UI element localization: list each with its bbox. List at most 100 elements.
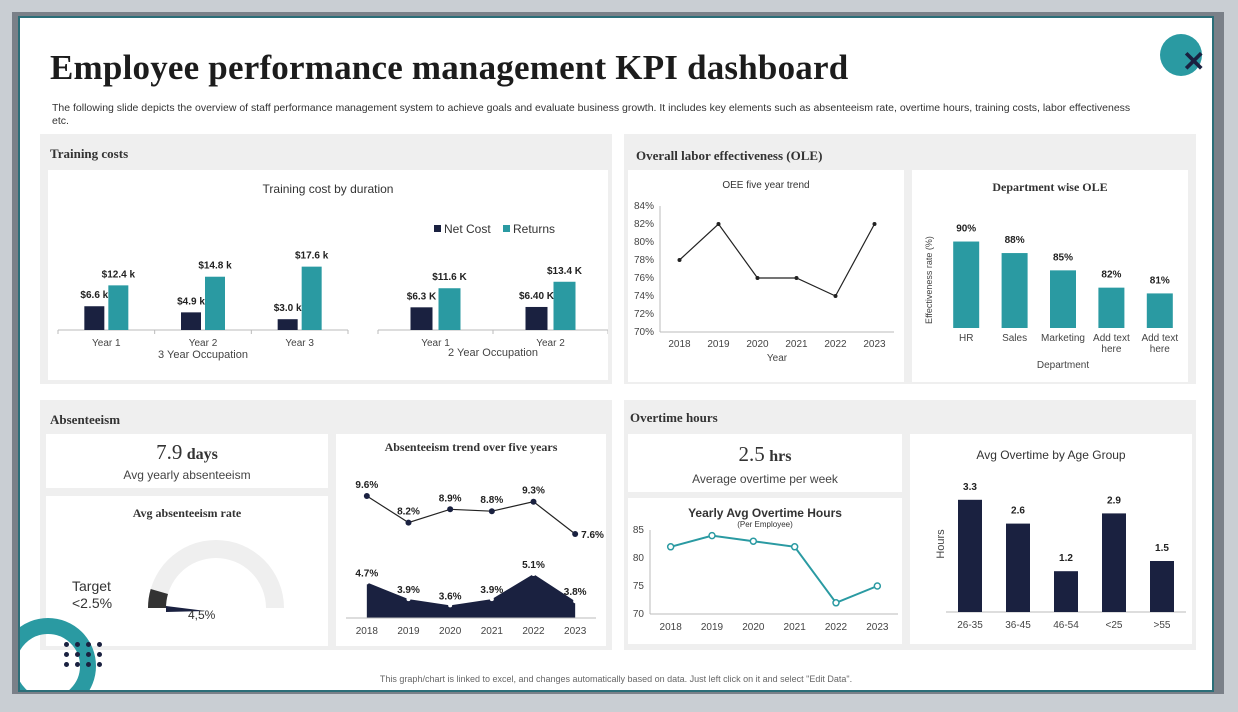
yearly-overtime-chart: 70 75 80 85 2018 2019 2020 2021 2022 2023	[633, 525, 898, 633]
bar-returns	[301, 266, 322, 330]
x-tick-label: >55	[1154, 620, 1171, 631]
data-label: 8.8%	[480, 495, 503, 506]
data-point	[448, 603, 453, 608]
yearly-overtime-title: Yearly Avg Overtime Hours	[688, 506, 842, 520]
y-tick-label: 85	[633, 525, 645, 536]
oee-trend-title: OEE five year trend	[722, 180, 810, 191]
kpi-label: Average overtime per week	[692, 472, 838, 486]
tick-label: Year 2	[189, 338, 218, 349]
oee-trend-card: OEE five year trend 70% 72% 74% 76% 78% 80% 82…	[628, 170, 904, 382]
data-label: $12.4 k	[102, 269, 136, 280]
data-label: 81%	[1150, 275, 1170, 286]
data-label: $17.6 k	[295, 251, 329, 262]
kpi-unit: days	[186, 446, 218, 463]
tick-label: Year 1	[92, 338, 121, 349]
kpi-value: 7.9	[156, 440, 183, 464]
data-point	[833, 294, 838, 298]
footer-note: This graph/chart is linked to excel, and…	[379, 674, 853, 684]
x-tick-label: Marketing	[1041, 333, 1085, 344]
data-point	[447, 506, 454, 513]
data-label: 2.9	[1107, 495, 1121, 506]
slide: Employee performance management KPI dash…	[18, 16, 1214, 692]
bar	[1006, 523, 1030, 612]
x-tick-label: HR	[959, 333, 973, 344]
dot	[86, 652, 91, 657]
data-label: 3.8%	[564, 587, 587, 598]
x-tick-label: 2021	[785, 339, 808, 350]
tick-label: Year 2	[536, 338, 565, 349]
bar	[953, 241, 980, 328]
x-tick-label: 2020	[746, 339, 769, 350]
dot	[97, 642, 102, 647]
axis-label: 3 Year Occupation	[158, 349, 248, 361]
data-label: $4.9 k	[177, 296, 205, 307]
page-title: Employee performance management KPI dash…	[50, 48, 849, 87]
data-point	[666, 543, 675, 551]
bar-net-cost	[181, 312, 201, 330]
y-tick-label: 74%	[634, 291, 654, 302]
training-chart: $6.6 k $12.4 k Year 1 $4.9 k $14.8 k Year 2 $3…	[57, 222, 608, 361]
age-overtime-title: Avg Overtime by Age Group	[976, 448, 1126, 462]
panel-title: Overtime hours	[630, 410, 718, 425]
panel-title: Overall labor effectiveness (OLE)	[636, 148, 823, 163]
y-tick-label: 76%	[634, 273, 654, 284]
age-overtime-chart: 3.3 26-35 2.6 36-45 1.2 46-54 2.9 <25 1.5 >55 Hour…	[935, 482, 1186, 631]
data-point	[531, 572, 536, 576]
x-tick-label: 2019	[701, 622, 724, 633]
gauge-needle	[166, 606, 206, 612]
x-tick-label: 2018	[356, 626, 379, 637]
data-label: 2.6	[1011, 506, 1025, 517]
y-tick-label: 82%	[634, 219, 654, 230]
data-point	[677, 258, 682, 262]
bar	[1146, 293, 1173, 328]
training-chart-title: Training cost by duration	[262, 182, 394, 196]
data-label: $11.6 K	[432, 272, 467, 283]
x-tick-label: 2023	[863, 339, 886, 350]
data-label: 1.5	[1155, 543, 1169, 554]
data-point	[364, 580, 369, 585]
x-tick-label: here	[1101, 344, 1121, 355]
overtime-kpi-card: 2.5 hrs Average overtime per week	[628, 434, 902, 492]
dept-ole-title: Department wise OLE	[992, 180, 1108, 194]
ole-panel: Overall labor effectiveness (OLE) OEE fi…	[624, 134, 1196, 384]
data-point	[716, 222, 721, 226]
data-label: 3.6%	[439, 591, 462, 602]
data-point	[872, 222, 877, 226]
data-point	[489, 597, 494, 602]
data-label: 7.6%	[581, 530, 604, 541]
absent-trend-title: Absenteeism trend over five years	[384, 440, 558, 454]
upper-series-line	[366, 495, 576, 535]
data-label: 1.2	[1059, 553, 1073, 564]
data-point	[794, 276, 799, 280]
kpi-label: Avg yearly absenteeism	[123, 468, 251, 482]
data-label: 90%	[956, 224, 976, 235]
bar-net-cost	[410, 307, 433, 330]
x-tick-label: 2022	[824, 339, 847, 350]
yearly-overtime-card: Yearly Avg Overtime Hours (Per Employee)…	[628, 498, 902, 644]
data-point	[755, 276, 760, 280]
data-label: 3.3	[963, 482, 977, 493]
bar-returns	[553, 281, 576, 330]
legend-swatch-net-cost	[434, 225, 441, 232]
y-tick-label: 72%	[634, 309, 654, 320]
absent-trend-chart: 9.6% 8.2% 8.9% 8.8% 9.3% 7.6% 4.7% 3.9% 3.6% 3.9%…	[346, 480, 604, 637]
dot	[64, 652, 69, 657]
data-label: 85%	[1053, 252, 1073, 263]
bar	[958, 499, 982, 612]
dept-ole-card: Department wise OLE 90% HR 88% Sales 85% Mark…	[912, 170, 1188, 382]
x-tick-label: 26-35	[957, 620, 983, 631]
data-label: 8.2%	[397, 507, 420, 518]
target-value: <2.5%	[72, 595, 113, 611]
close-button[interactable]: ✕	[1160, 34, 1205, 76]
data-point	[832, 599, 840, 607]
panel-title: Training costs	[50, 146, 129, 161]
age-overtime-card: Avg Overtime by Age Group 3.3 26-35 2.6 36-…	[910, 434, 1192, 644]
oee-trend-chart: 70% 72% 74% 76% 78% 80% 82% 84% 2018 2019 2020 2021…	[634, 201, 894, 364]
gauge-track	[148, 540, 284, 608]
tick-label: Year 3	[285, 338, 314, 349]
bar-net-cost	[84, 306, 105, 330]
bar-net-cost	[277, 319, 298, 330]
oee-series-line	[679, 223, 876, 297]
data-point	[749, 537, 758, 545]
